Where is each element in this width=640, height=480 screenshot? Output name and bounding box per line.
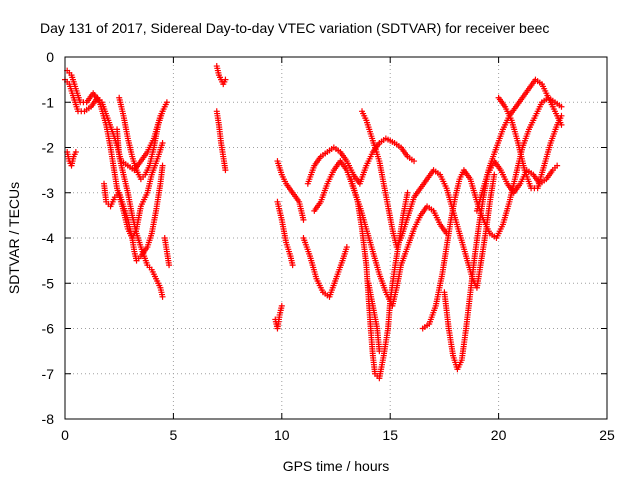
data-point <box>278 302 285 309</box>
x-tick-label: 5 <box>170 427 178 443</box>
y-tick-label: -4 <box>42 230 55 246</box>
x-tick-label: 15 <box>382 427 398 443</box>
chart-title: Day 131 of 2017, Sidereal Day-to-day VTE… <box>40 20 549 36</box>
y-tick-label: -3 <box>42 185 55 201</box>
data-point <box>404 189 411 196</box>
data-point <box>163 99 170 106</box>
y-tick-label: -1 <box>42 94 55 110</box>
x-tick-label: 25 <box>599 427 615 443</box>
x-tick-label: 0 <box>61 427 69 443</box>
data-point <box>411 158 418 165</box>
data-point <box>222 167 229 174</box>
data-point <box>159 139 166 146</box>
data-point <box>300 216 307 223</box>
y-tick-label: -2 <box>42 140 55 156</box>
y-tick-label: -6 <box>42 321 55 337</box>
y-axis-label: SDTVAR / TECUs <box>6 182 22 294</box>
data-point <box>554 162 561 169</box>
data-point <box>159 108 166 115</box>
data-point <box>376 348 383 355</box>
y-tick-label: -7 <box>42 366 55 382</box>
data-markers <box>62 63 565 382</box>
data-point <box>558 112 565 119</box>
data-point <box>72 149 79 156</box>
data-point <box>159 293 166 300</box>
x-axis-label: GPS time / hours <box>283 458 390 474</box>
y-tick-label: -5 <box>42 275 55 291</box>
x-tick-label: 20 <box>491 427 507 443</box>
y-tick-label: -8 <box>42 411 55 427</box>
data-point <box>491 171 498 178</box>
data-point <box>222 76 229 83</box>
grid <box>65 57 607 419</box>
data-point <box>159 162 166 169</box>
x-tick-label: 10 <box>274 427 290 443</box>
data-point <box>343 244 350 251</box>
axis-ticks: 0 5 10 15 20 25 0 -1 -2 -3 -4 -5 -6 -7 -8 <box>42 49 615 443</box>
data-point <box>558 103 565 110</box>
y-tick-label: 0 <box>46 49 54 65</box>
data-point <box>289 262 296 269</box>
data-point <box>166 262 173 269</box>
